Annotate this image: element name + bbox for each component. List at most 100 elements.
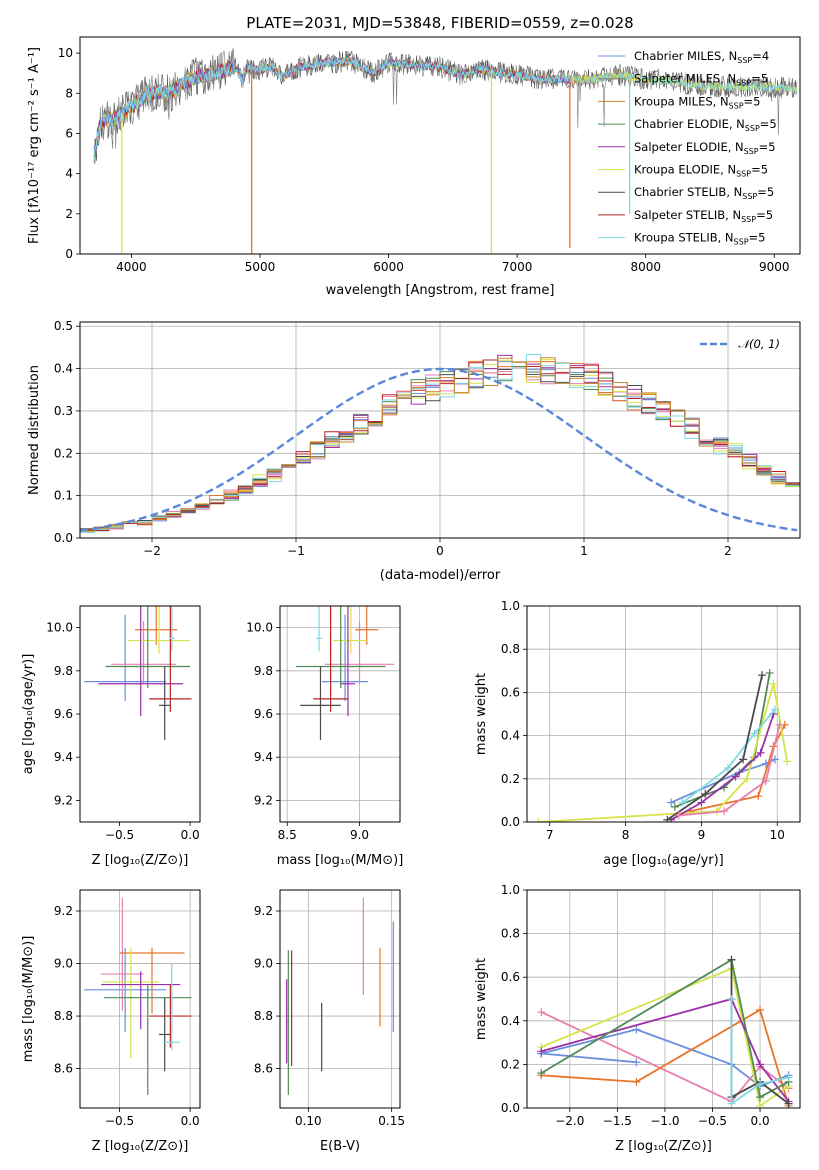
weight-series-line [689, 724, 786, 813]
y-tick-label: 1.0 [501, 883, 520, 897]
x-axis-label: age [log₁₀(age/yr)] [603, 853, 724, 868]
y-axis-label: Flux [fλ10⁻¹⁷ erg cm⁻² s⁻¹ A⁻¹] [27, 47, 42, 244]
y-tick-label: 0.2 [501, 1057, 520, 1071]
age-vs-mass-panel: 8.5 9.0 9.2 9.4 9.6 9.8 10.0 mass [log₁₀(M/M⊙)] [246, 605, 404, 868]
y-tick-label: 8.8 [254, 1009, 273, 1023]
x-tick-label: −0.5 [698, 1114, 727, 1128]
legend-entry: Chabrier MILES, NSSP=4 [634, 49, 769, 65]
y-axis-label: age [log₁₀(age/yr)] [21, 654, 36, 775]
chart-title: PLATE=2031, MJD=53848, FIBERID=0559, z=0… [246, 14, 633, 32]
weight-marker [756, 1080, 765, 1089]
weight-marker [770, 755, 779, 764]
x-axis-label: E(B-V) [320, 1139, 360, 1154]
weight-marker [701, 789, 710, 798]
weight-marker [674, 811, 683, 820]
weight-marker [758, 671, 767, 680]
y-tick-label: 9.6 [254, 707, 273, 721]
mass-vs-ebv-panel: 0.10 0.15 8.6 8.8 9.0 9.2 E(B-V) [254, 889, 405, 1154]
y-tick-label: 2 [65, 207, 73, 221]
errorbar-point [163, 963, 181, 1051]
weight-marker [667, 798, 676, 807]
weight-marker [663, 815, 672, 822]
errorbar-point [313, 606, 348, 712]
plot-area [84, 606, 192, 740]
weight-marker [765, 668, 774, 677]
x-tick-label: 9 [698, 828, 706, 842]
y-tick-label: 4 [65, 167, 73, 181]
weight-marker [756, 1093, 765, 1102]
axes-frame [279, 605, 401, 823]
weight-marker [742, 774, 751, 783]
weight-marker [761, 776, 770, 785]
legend-entry: Chabrier STELIB, NSSP=5 [634, 185, 774, 201]
y-tick-label: 0.8 [501, 642, 520, 656]
x-tick-label: 4000 [116, 260, 147, 274]
errorbar-point [159, 997, 171, 1072]
y-tick-label: 9.0 [254, 957, 273, 971]
spectrum-series-line [93, 56, 572, 153]
errorbar-point [135, 606, 178, 645]
x-tick-label: −0.5 [105, 1114, 134, 1128]
errorbar-point [119, 947, 185, 1014]
x-tick-label: 0.0 [751, 1114, 770, 1128]
weight-marker [727, 955, 736, 964]
x-axis-label: Z [log₁₀(Z/Z⊙)] [92, 853, 189, 868]
x-axis-label: Z [log₁₀(Z/Z⊙)] [92, 1139, 189, 1154]
y-tick-label: 0.4 [501, 1014, 520, 1028]
y-tick-label: 0.2 [501, 772, 520, 786]
weight-series-line [681, 709, 776, 804]
plot-area [84, 897, 192, 1095]
weight-marker [739, 755, 748, 764]
errorbar-point [168, 606, 175, 652]
residuals-histogram-panel: −2 −1 0 1 2 0.0 0.1 0.2 0.3 0.4 0.5 (data-model)/er… [27, 319, 801, 583]
errorbar-point [104, 984, 192, 1095]
legend-entry: Salpeter ELODIE, NSSP=5 [634, 140, 776, 156]
weight-marker [769, 679, 778, 688]
weight-series-line [541, 1052, 637, 1064]
y-tick-label: 9.8 [254, 664, 273, 678]
errorbar-point [101, 971, 181, 1030]
errorbar-point [111, 621, 176, 684]
x-tick-label: 0.10 [295, 1114, 322, 1128]
age-vs-metallicity-panel: −0.5 0.0 9.2 9.4 9.6 9.8 10.0 Z [log₁₀(Z/Z⊙)] ag… [21, 605, 201, 868]
errorbar-point [128, 606, 191, 654]
weight-marker [632, 1058, 641, 1067]
weight-marker [783, 757, 792, 766]
x-tick-label: 2 [724, 544, 732, 558]
weight-marker [678, 798, 687, 807]
errorbar-point [159, 666, 171, 740]
axes-frame [79, 605, 201, 823]
x-tick-label: −2.0 [555, 1114, 584, 1128]
weight-marker [632, 1025, 641, 1034]
legend-entry: Chabrier ELODIE, NSSP=5 [634, 117, 777, 133]
weight-marker [697, 798, 706, 807]
histogram-step-series [80, 357, 800, 538]
x-axis-label: mass [log₁₀(M/M⊙)] [277, 853, 404, 868]
weight-marker [784, 1073, 793, 1082]
axes-frame [79, 889, 201, 1109]
y-tick-label: 0.1 [54, 489, 73, 503]
x-tick-label: −0.5 [105, 828, 134, 842]
x-tick-label: 10 [770, 828, 785, 842]
plot-area [537, 955, 793, 1108]
weight-series-line [540, 958, 790, 1099]
y-tick-label: 9.8 [54, 664, 73, 678]
y-tick-label: 0.3 [54, 404, 73, 418]
x-tick-label: 7 [546, 828, 554, 842]
weight-marker [632, 1077, 641, 1086]
y-tick-label: 1.0 [501, 599, 520, 613]
legend-entry: Kroupa ELODIE, NSSP=5 [634, 163, 768, 179]
legend-entry: Salpeter MILES, NSSP=5 [634, 72, 768, 88]
errorbar-point [84, 947, 167, 1032]
plot-area [286, 897, 394, 1095]
plot-area [93, 48, 798, 254]
weight-marker [775, 720, 784, 729]
weight-series-line [540, 1011, 790, 1103]
axes-frame [526, 605, 801, 823]
weight-vs-metallicity-panel: −2.0 −1.5 −1.0 −0.5 0.0 0.0 0.2 0.4 0.6 0.8 1.0 Z [… [474, 883, 801, 1154]
spectrum-series-line [93, 57, 798, 162]
weight-series-line [666, 674, 763, 821]
weight-marker [537, 1008, 546, 1017]
weight-marker [750, 729, 759, 738]
weight-series-line [730, 999, 789, 1106]
